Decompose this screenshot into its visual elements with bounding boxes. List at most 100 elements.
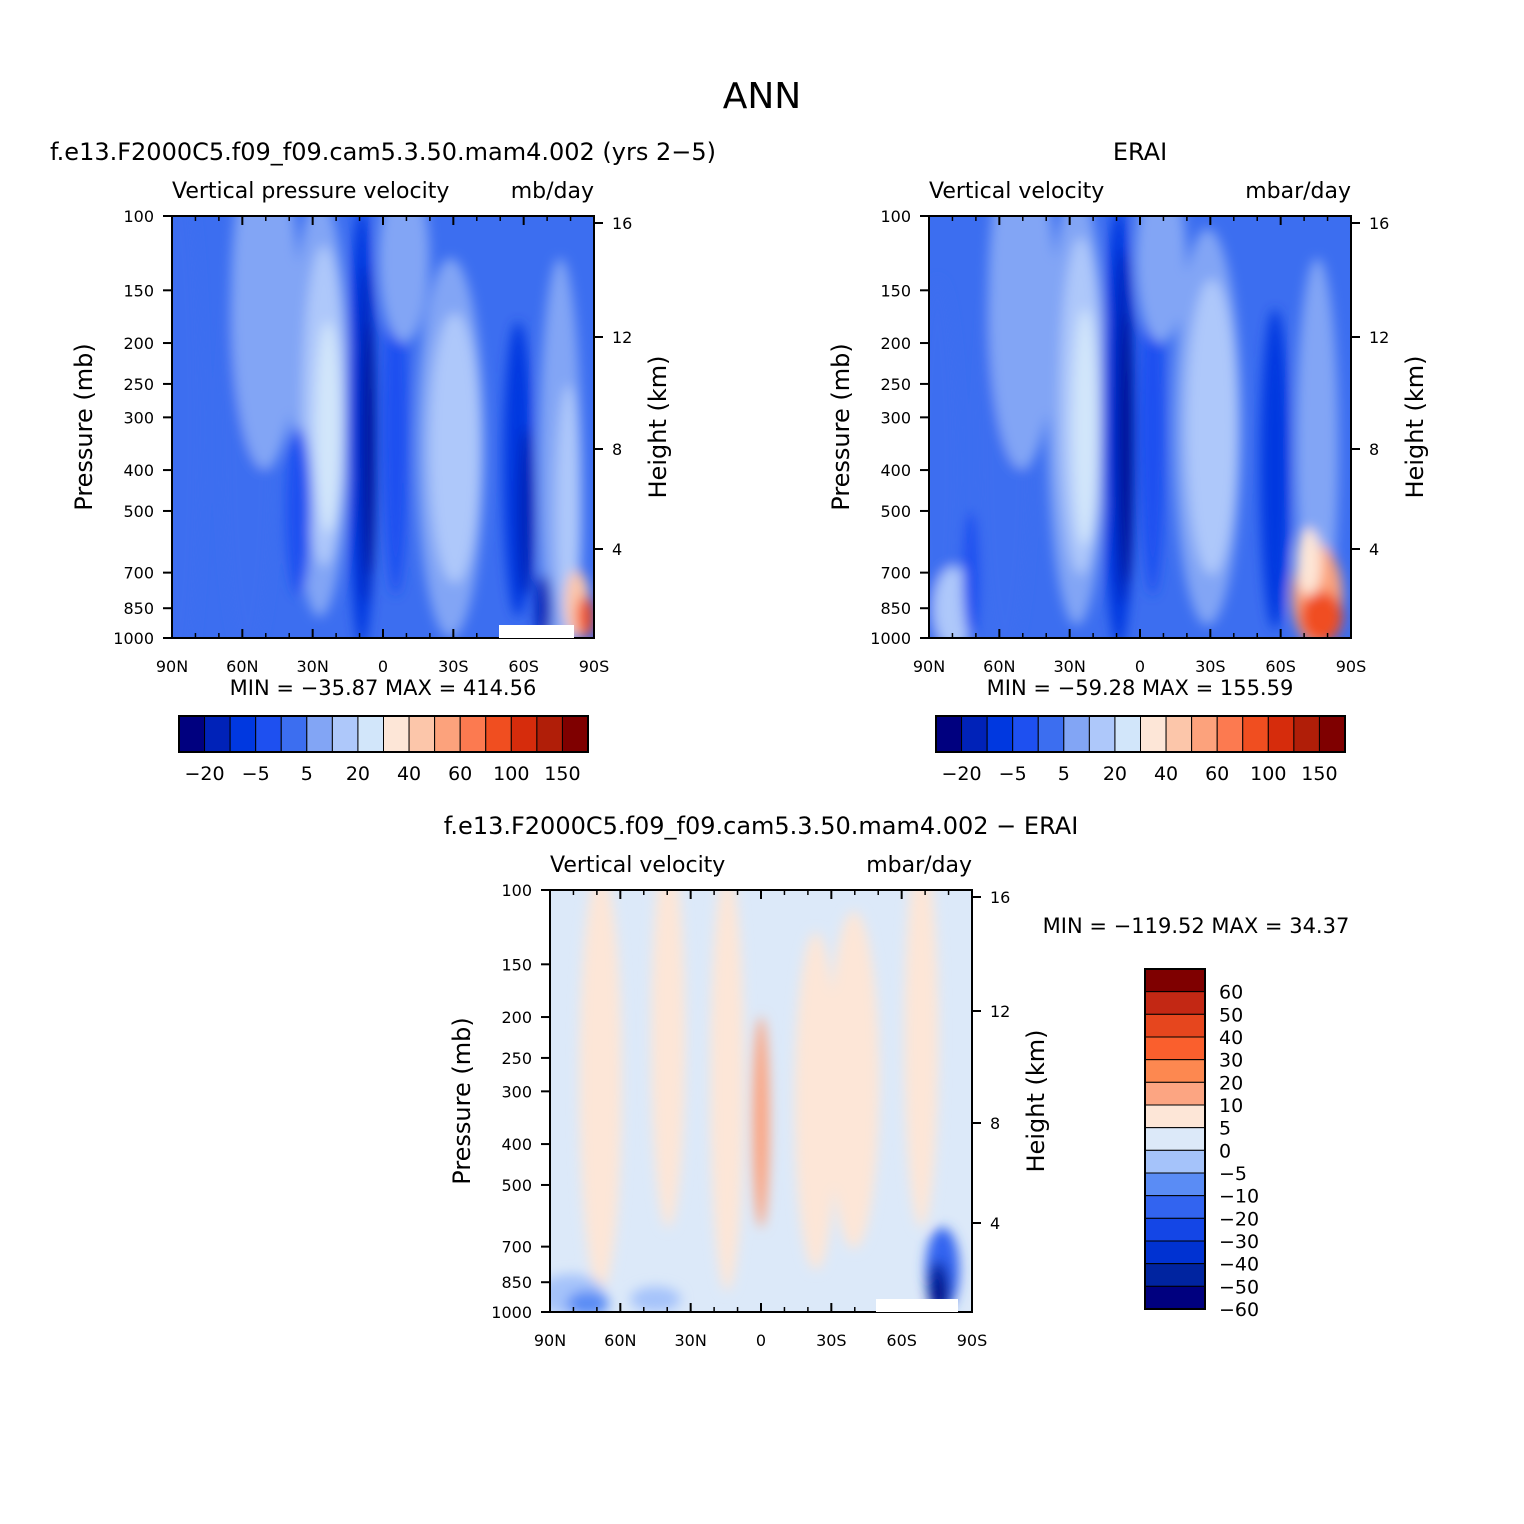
y-tick-label: 150: [501, 955, 532, 974]
panel-title: ERAI: [1113, 138, 1167, 166]
colorbar-box: [1144, 1217, 1206, 1242]
contour-region: [378, 216, 430, 343]
colorbar-label: 5: [1219, 1118, 1231, 1140]
colorbar-box: [1063, 715, 1090, 753]
y-tick-label: 250: [880, 375, 911, 394]
colorbar-box: [1216, 715, 1244, 753]
y-axis-title: Pressure (mb): [448, 1017, 476, 1184]
y-tick-label: 1000: [870, 629, 911, 648]
x-tick-label: 90S: [579, 657, 610, 676]
field-shading: [172, 216, 594, 638]
missing-data-mask: [499, 625, 574, 638]
y-tick-label: 1000: [491, 1303, 532, 1322]
y2-axis-title: Height (km): [1401, 356, 1429, 499]
contour-fill: [172, 216, 594, 638]
contour-region: [1186, 279, 1238, 575]
colorbar-box: [383, 715, 410, 753]
colorbar-box: [510, 715, 538, 753]
y2-tick-label: 12: [1369, 328, 1389, 347]
y2-tick-label: 8: [990, 1114, 1000, 1133]
contour-region: [794, 932, 837, 1270]
y2-tick-label: 8: [1369, 440, 1379, 459]
colorbar-box: [986, 715, 1014, 753]
colorbar-box: [1293, 715, 1320, 753]
contour-region: [828, 911, 880, 1249]
x-tick-label: 30S: [1195, 657, 1226, 676]
contour-region: [366, 321, 375, 575]
contour-region: [1260, 308, 1290, 630]
y-tick-label: 850: [123, 599, 154, 618]
panel-variable: Vertical pressure velocity: [172, 179, 449, 204]
y-tick-label: 200: [501, 1008, 532, 1027]
contour-region: [929, 279, 959, 638]
y2-tick-label: 4: [990, 1214, 1000, 1233]
contour-region: [172, 216, 202, 638]
colorbar-label: 40: [397, 763, 421, 785]
y2-tick-label: 16: [1369, 214, 1389, 233]
contour-region: [651, 890, 686, 1228]
y-tick-label: 500: [123, 502, 154, 521]
contour-fill: [929, 216, 1351, 638]
y-axis-title: Pressure (mb): [827, 343, 855, 510]
contour-region: [579, 890, 622, 1291]
colorbar-box: [1318, 715, 1346, 753]
contour-region: [429, 313, 481, 584]
contour-region: [315, 321, 341, 533]
x-tick-label: 0: [1135, 657, 1145, 676]
y-tick-label: 150: [880, 281, 911, 300]
x-tick-label: 60N: [604, 1331, 636, 1350]
y-tick-label: 400: [880, 461, 911, 480]
colorbar-box: [1144, 1285, 1206, 1310]
colorbar-box: [1144, 1172, 1206, 1197]
x-tick-label: 30S: [438, 657, 469, 676]
y-tick-label: 300: [880, 408, 911, 427]
y-tick-label: 500: [501, 1176, 532, 1195]
colorbar-box: [1144, 1036, 1206, 1061]
colorbar-label: −5: [242, 763, 270, 785]
colorbar-box: [1267, 715, 1295, 753]
colorbar-box: [1088, 715, 1116, 753]
y-tick-label: 1000: [113, 629, 154, 648]
stats-text: MIN = −59.28 MAX = 155.59: [987, 676, 1294, 700]
contour-region: [962, 511, 980, 638]
y-tick-label: 300: [123, 408, 154, 427]
y-tick-label: 100: [501, 881, 532, 900]
y2-tick-label: 16: [612, 214, 632, 233]
colorbar-box: [1242, 715, 1269, 753]
y-tick-label: 700: [123, 564, 154, 583]
contour-region: [904, 890, 939, 1228]
missing-data-mask: [876, 1299, 958, 1312]
contour-region: [630, 1286, 681, 1312]
y2-axis-title: Height (km): [1022, 1030, 1050, 1173]
colorbar-label: 40: [1154, 763, 1178, 785]
contour-region: [1122, 313, 1133, 584]
y2-tick-label: 12: [990, 1002, 1010, 1021]
colorbar-box: [935, 715, 963, 753]
colorbar-box: [1144, 1195, 1206, 1219]
x-tick-label: 30N: [675, 1331, 707, 1350]
contour-region: [1140, 258, 1166, 596]
colorbar-box: [1144, 1240, 1206, 1265]
y-tick-label: 700: [501, 1238, 532, 1257]
contour-region: [1300, 591, 1343, 638]
x-tick-label: 90N: [534, 1331, 566, 1350]
contour-region: [534, 574, 552, 638]
contour-region: [710, 890, 745, 1291]
x-tick-label: 90S: [1336, 657, 1367, 676]
x-tick-label: 0: [378, 657, 388, 676]
x-tick-label: 60N: [983, 657, 1015, 676]
x-tick-label: 60S: [886, 1331, 917, 1350]
colorbar-box: [229, 715, 257, 753]
x-tick-label: 90S: [957, 1331, 988, 1350]
colorbar-label: 60: [1205, 763, 1229, 785]
colorbar-box: [1144, 1104, 1206, 1129]
contour-region: [518, 427, 535, 596]
y-tick-label: 150: [123, 281, 154, 300]
colorbar-label: −10: [1219, 1186, 1259, 1208]
colorbar-label: −40: [1219, 1254, 1259, 1276]
contour-region: [566, 1290, 610, 1312]
colorbar-label: 20: [1219, 1072, 1243, 1094]
colorbar-box: [459, 715, 487, 753]
panel-title: f.e13.F2000C5.f09_f09.cam5.3.50.mam4.002…: [444, 812, 1079, 840]
